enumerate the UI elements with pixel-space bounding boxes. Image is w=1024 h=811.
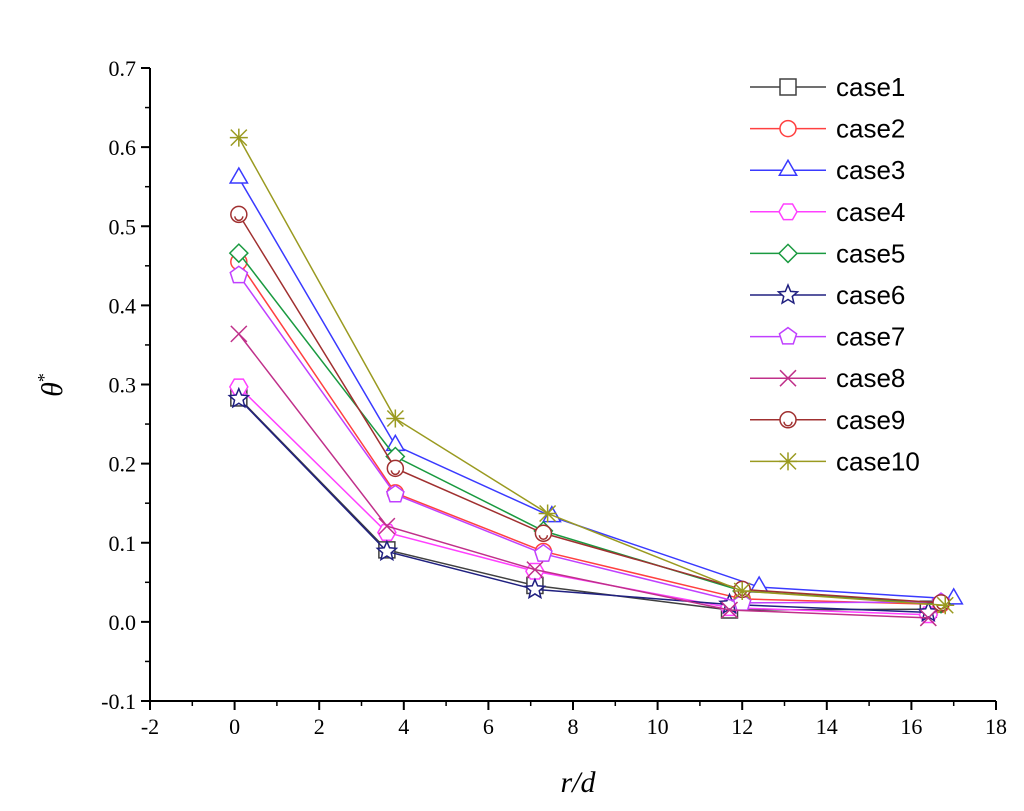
legend-marker-case9-dot bbox=[783, 421, 793, 427]
x-tick-label: 18 bbox=[985, 714, 1007, 739]
data-point-case10 bbox=[538, 504, 557, 523]
legend-item-case1: case1 bbox=[750, 72, 905, 102]
data-point-case6 bbox=[523, 577, 547, 600]
data-point-case8 bbox=[919, 609, 937, 627]
legend-marker-case9 bbox=[779, 411, 797, 429]
series-case6 bbox=[227, 386, 940, 623]
data-point-case7 bbox=[533, 543, 553, 562]
y-tick-label: -0.1 bbox=[101, 689, 136, 714]
series-layer bbox=[227, 128, 964, 627]
series-line-case8 bbox=[238, 333, 929, 619]
y-tick-label: 0.6 bbox=[109, 135, 137, 160]
legend-label-case6: case6 bbox=[836, 280, 905, 310]
legend: case1 case2 case3 case4 case5 case6 case7 case8… bbox=[750, 72, 920, 476]
x-axis-title: r/d bbox=[560, 766, 596, 799]
x-tick-label: 2 bbox=[314, 714, 325, 739]
data-point-case4 bbox=[377, 523, 397, 542]
legend-marker-case3 bbox=[778, 158, 798, 176]
legend-marker-case8 bbox=[779, 369, 797, 387]
y-axis-title-superscript: * bbox=[34, 373, 54, 382]
legend-item-case10: case10 bbox=[750, 446, 920, 476]
legend-item-case6: case6 bbox=[750, 280, 905, 310]
y-tick-label: 0.2 bbox=[109, 452, 137, 477]
legend-marker-case6 bbox=[776, 283, 800, 305]
data-point-case6 bbox=[227, 386, 251, 409]
x-tick-label: 12 bbox=[731, 714, 753, 739]
data-point-case8 bbox=[378, 517, 396, 535]
series-case10 bbox=[229, 128, 955, 615]
legend-label-case2: case2 bbox=[836, 114, 905, 144]
legend-marker-case5 bbox=[777, 243, 799, 264]
y-axis-title-text: θ* bbox=[34, 373, 69, 397]
legend-label-case7: case7 bbox=[836, 322, 905, 352]
legend-label-case4: case4 bbox=[836, 197, 905, 227]
x-tick-label: 16 bbox=[900, 714, 922, 739]
legend-label-case1: case1 bbox=[836, 72, 905, 102]
legend-item-case5: case5 bbox=[750, 238, 905, 268]
data-point-case9-dot bbox=[538, 535, 549, 540]
data-point-case8 bbox=[720, 601, 739, 619]
legend-marker-case7 bbox=[778, 326, 798, 345]
y-axis-title: θ* bbox=[34, 373, 69, 397]
y-tick-label: 0.5 bbox=[109, 214, 137, 239]
series-case4 bbox=[228, 378, 939, 624]
x-tick-label: 6 bbox=[483, 714, 494, 739]
x-tick-label: 8 bbox=[568, 714, 579, 739]
legend-item-case4: case4 bbox=[750, 197, 905, 227]
legend-item-case8: case8 bbox=[750, 363, 905, 393]
data-point-case9-dot bbox=[390, 470, 401, 476]
y-tick-label: 0.4 bbox=[109, 293, 137, 318]
legend-label-case5: case5 bbox=[836, 238, 905, 268]
x-tick-label: 0 bbox=[229, 714, 240, 739]
data-point-case7 bbox=[229, 265, 249, 284]
x-tick-label: 4 bbox=[398, 714, 409, 739]
data-point-case3 bbox=[228, 166, 249, 184]
series-case7 bbox=[229, 265, 951, 611]
series-case1 bbox=[230, 389, 938, 619]
x-tick-label: 10 bbox=[647, 714, 669, 739]
legend-marker-case2 bbox=[779, 119, 797, 138]
y-tick-label: 0.7 bbox=[109, 56, 137, 81]
data-point-case10 bbox=[229, 128, 248, 147]
legend-marker-case1 bbox=[779, 78, 797, 96]
data-point-case7 bbox=[385, 484, 405, 503]
x-tick-label: -2 bbox=[141, 714, 159, 739]
data-point-case9 bbox=[534, 524, 553, 543]
y-tick-label: 0.3 bbox=[109, 373, 137, 398]
data-point-case9 bbox=[230, 205, 248, 224]
data-point-case8 bbox=[230, 325, 248, 343]
legend-item-case7: case7 bbox=[750, 322, 905, 352]
y-tick-label: 0.0 bbox=[109, 610, 137, 635]
data-point-case9 bbox=[386, 459, 405, 478]
plot-area: -2 0 2 4 6 8 10 12 14 16 18 -0.1 0.0 0.1 0.2 0.3 0.4 0.5 0… bbox=[101, 56, 1007, 739]
legend-label-case10: case10 bbox=[836, 446, 920, 476]
data-point-case9-dot bbox=[234, 216, 244, 222]
y-axis-title-symbol: θ bbox=[36, 382, 69, 397]
legend-item-case2: case2 bbox=[750, 114, 905, 144]
data-point-case6 bbox=[375, 539, 399, 562]
legend-item-case9: case9 bbox=[750, 405, 905, 435]
data-point-case10 bbox=[936, 596, 955, 615]
y-tick-label: 0.1 bbox=[109, 531, 137, 556]
legend-marker-case10 bbox=[779, 452, 797, 471]
series-line-case1 bbox=[238, 397, 929, 611]
data-point-case5 bbox=[228, 243, 249, 264]
legend-label-case9: case9 bbox=[836, 405, 905, 435]
data-point-case10 bbox=[733, 582, 752, 601]
legend-item-case3: case3 bbox=[750, 155, 905, 185]
legend-label-case3: case3 bbox=[836, 155, 905, 185]
data-point-case8 bbox=[526, 561, 544, 579]
data-point-case10 bbox=[386, 409, 405, 428]
x-tick-label: 14 bbox=[816, 714, 838, 739]
legend-label-case8: case8 bbox=[836, 363, 905, 393]
series-case8 bbox=[230, 325, 937, 627]
legend-marker-case4 bbox=[778, 203, 798, 221]
